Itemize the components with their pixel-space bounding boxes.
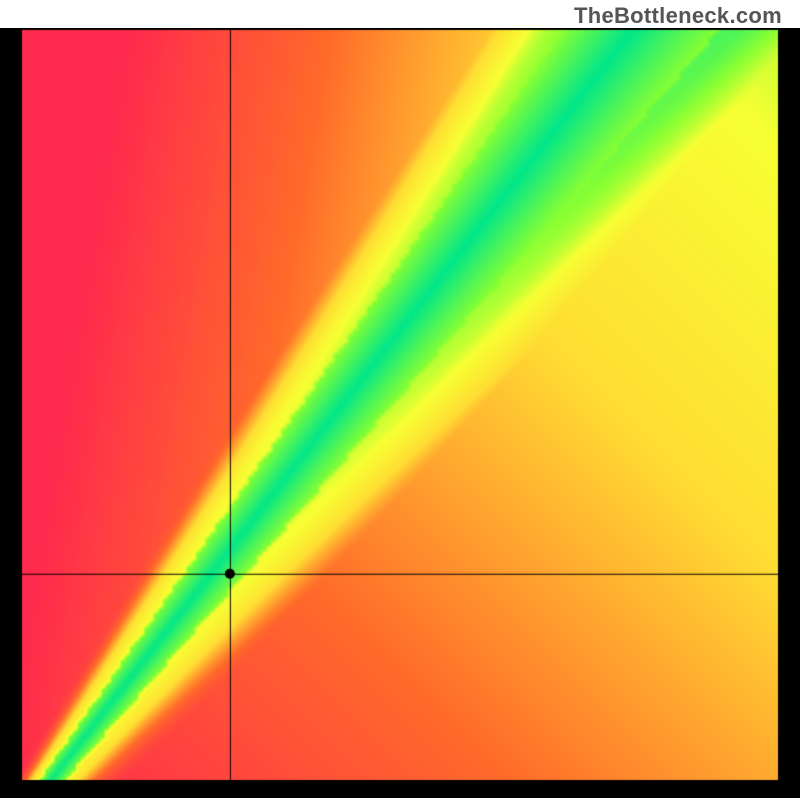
- source-label: TheBottleneck.com: [574, 3, 782, 29]
- bottleneck-heatmap: [0, 28, 800, 798]
- root: TheBottleneck.com: [0, 0, 800, 800]
